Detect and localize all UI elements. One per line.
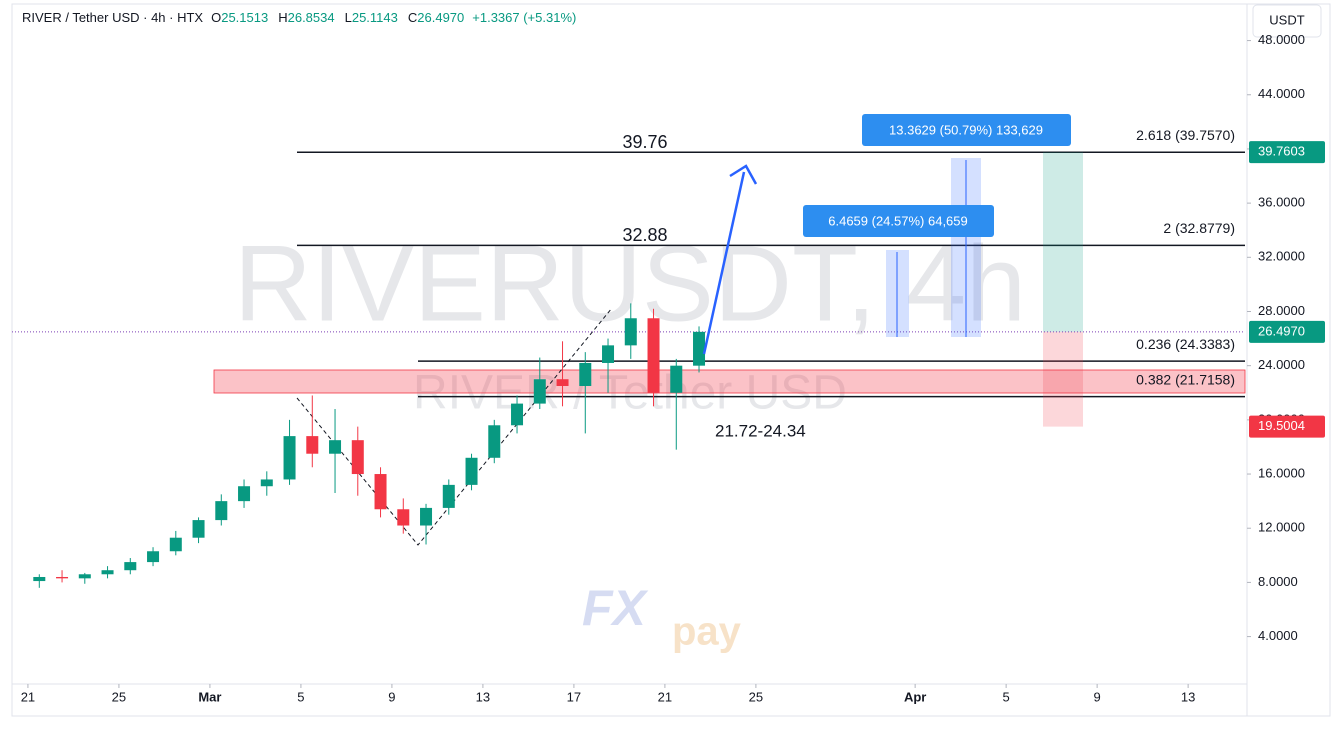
price-label: 26.4970 xyxy=(1258,323,1305,338)
x-tick-label: 25 xyxy=(749,689,763,704)
candle-body xyxy=(397,509,410,526)
candle-body xyxy=(624,318,637,346)
candle-body xyxy=(511,403,524,426)
candle-body xyxy=(670,365,683,393)
y-tick-label: 8.0000 xyxy=(1258,574,1298,589)
candle-body xyxy=(238,486,251,502)
y-tick-label: 28.0000 xyxy=(1258,303,1305,318)
header-part: 25.1513 xyxy=(221,10,268,25)
y-tick-label: 12.0000 xyxy=(1258,520,1305,535)
fib-label: 2 (32.8779) xyxy=(1163,220,1235,236)
x-tick-label: 9 xyxy=(388,689,395,704)
x-tick-label: 17 xyxy=(567,689,581,704)
header: RIVER / Tether USD · 4h · HTX O25.1513 H26… xyxy=(22,10,576,25)
candle-body xyxy=(351,440,364,475)
candle-body xyxy=(488,425,501,458)
header-part: O xyxy=(211,10,221,25)
candle-body xyxy=(465,457,478,485)
candle-body xyxy=(147,551,160,563)
candle-body xyxy=(101,570,114,575)
x-tick-label: 9 xyxy=(1094,689,1101,704)
level-caption: 39.76 xyxy=(622,132,667,152)
x-tick-label: 25 xyxy=(112,689,126,704)
price-label-box xyxy=(1249,141,1325,164)
logo-pay: pay xyxy=(672,610,742,654)
candle-body xyxy=(169,537,182,552)
price-label-box xyxy=(1249,415,1325,438)
x-tick-label: Mar xyxy=(198,689,221,704)
candle-body xyxy=(56,576,69,579)
stop-zone xyxy=(1043,331,1083,427)
candle-body xyxy=(260,479,273,487)
unit-box xyxy=(1252,4,1322,38)
candle-body xyxy=(124,562,137,571)
measure-label: 6.4659 (24.57%) 64,659 xyxy=(828,213,968,228)
level-caption: 32.88 xyxy=(622,225,667,245)
projection-arrow xyxy=(702,171,746,355)
candle-body xyxy=(420,507,433,526)
frame xyxy=(11,3,1331,717)
candle-body xyxy=(442,484,455,508)
price-label: 19.5004 xyxy=(1258,418,1305,433)
candle-body xyxy=(647,318,660,393)
header-part: 26.8534 xyxy=(288,10,335,25)
candle-body xyxy=(556,379,569,386)
candle-body xyxy=(374,474,387,510)
candle-body xyxy=(329,440,342,454)
x-tick-label: 21 xyxy=(21,689,35,704)
candle-body xyxy=(602,345,615,363)
y-tick-label: 36.0000 xyxy=(1258,195,1305,210)
x-tick-label: 13 xyxy=(1181,689,1195,704)
y-tick-label: 24.0000 xyxy=(1258,357,1305,372)
candle-body xyxy=(579,362,592,386)
fib-label: 0.236 (24.3383) xyxy=(1136,336,1235,352)
target-zone xyxy=(1043,152,1083,332)
zone-label: 21.72-24.34 xyxy=(715,421,806,440)
x-tick-label: 5 xyxy=(297,689,304,704)
arrow-head xyxy=(729,164,758,185)
fib-label: 0.382 (21.7158) xyxy=(1136,371,1235,387)
y-tick-label: 48.0000 xyxy=(1258,32,1305,47)
header-part: +1.3367 (+5.31%) xyxy=(472,10,576,25)
candle-body xyxy=(33,576,46,582)
x-tick-label: 13 xyxy=(476,689,490,704)
header-part: L xyxy=(345,10,352,25)
measure-label: 13.3629 (50.79%) 133,629 xyxy=(889,122,1043,137)
candle-body xyxy=(283,436,296,480)
measure-label-box xyxy=(862,114,1071,146)
y-tick-label: 4.0000 xyxy=(1258,628,1298,643)
y-tick-label: 44.0000 xyxy=(1258,86,1305,101)
candle-body xyxy=(215,501,228,521)
header-part: RIVER / Tether USD · 4h · HTX xyxy=(22,10,203,25)
x-tick-label: Apr xyxy=(904,689,926,704)
x-tick-label: 21 xyxy=(658,689,672,704)
y-tick-label: 16.0000 xyxy=(1258,465,1305,480)
candle-body xyxy=(693,331,706,366)
header-part: C xyxy=(408,10,417,25)
candle-body xyxy=(533,379,546,404)
candle-body xyxy=(192,520,205,538)
y-axis-unit: USDT xyxy=(1269,12,1304,27)
fib-label: 2.618 (39.7570) xyxy=(1136,127,1235,143)
header-part: 25.1143 xyxy=(352,10,398,25)
support-zone xyxy=(213,369,1246,394)
header-part: H xyxy=(278,10,287,25)
price-label: 39.7603 xyxy=(1258,144,1305,159)
measure-label-box xyxy=(803,205,994,237)
header-part: 26.4970 xyxy=(417,10,464,25)
plot: 2.618 (39.7570) 39.76 2 (32.8779) 32.88 0.23… xyxy=(12,40,1251,688)
candle-body xyxy=(78,574,91,579)
price-label-box xyxy=(1249,320,1325,343)
y-tick-label: 32.0000 xyxy=(1258,249,1305,264)
logo-fx: FX xyxy=(582,580,649,636)
candle-body xyxy=(306,436,319,454)
x-tick-label: 5 xyxy=(1003,689,1010,704)
